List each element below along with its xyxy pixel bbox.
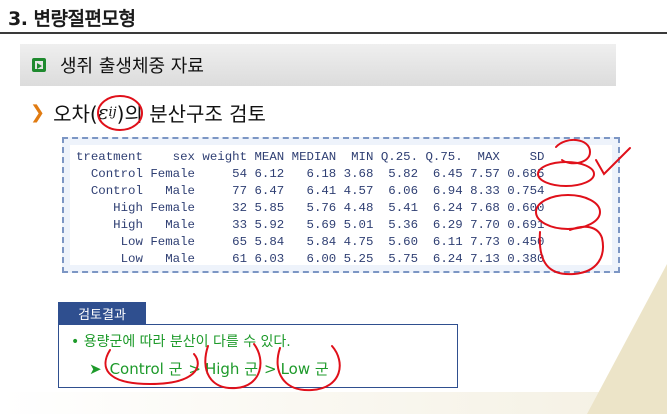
table-row: Low Male 61 6.03 6.00 5.25 5.75 6.24 7.1… [76, 252, 545, 266]
play-square-icon [32, 58, 46, 72]
table-row: Low Female 65 5.84 5.84 4.75 5.60 6.11 7… [76, 235, 545, 249]
annotation-circle-rank-control [104, 349, 199, 386]
table-row: High Male 33 5.92 5.69 5.01 5.36 6.29 7.… [76, 218, 545, 232]
variance-ranking: ➤ Control 군 > High 군 > Low 군 [89, 358, 331, 379]
section-header: 생쥐 출생체중 자료 [20, 44, 616, 86]
epsilon-subscript: ij [108, 104, 117, 120]
table-row: Control Female 54 6.12 6.18 3.68 5.82 6.… [76, 167, 545, 181]
summary-table-frame: treatment sex weight MEAN MEDIAN MIN Q.2… [62, 137, 620, 273]
footer-decoration [0, 392, 667, 414]
result-bullet: • 용량군에 따라 분산이 다를 수 있다. [71, 334, 291, 350]
epsilon-symbol: ε [97, 100, 109, 124]
corner-decoration [587, 264, 667, 414]
section-title: 생쥐 출생체중 자료 [60, 56, 204, 77]
rank-low: Low 군 [280, 360, 329, 378]
chevron-right-icon: ❯ [30, 101, 46, 123]
annotation-circle-epsilon [97, 95, 143, 131]
summary-table: treatment sex weight MEAN MEDIAN MIN Q.2… [70, 145, 612, 268]
annotation-circle-control [537, 161, 595, 187]
table-header-row: treatment sex weight MEAN MEDIAN MIN Q.2… [76, 150, 545, 164]
rank-control: Control 군 [109, 360, 183, 378]
result-box: • 용량군에 따라 분산이 다를 수 있다. ➤ Control 군 > Hig… [58, 324, 458, 388]
annotation-circle-rank-low [276, 345, 341, 392]
annotation-circle-sd [555, 139, 592, 165]
summary-table-text: treatment sex weight MEAN MEDIAN MIN Q.2… [76, 149, 544, 268]
subheading-prefix: 오차( [53, 101, 98, 126]
page-title: 3. 변량절편모형 [8, 8, 136, 30]
table-row: Control Male 77 6.47 6.41 4.57 6.06 6.94… [76, 184, 545, 198]
result-tag: 검토결과 [58, 302, 146, 324]
subheading: ❯ 오차( ε ij )의 분산구조 검토 [30, 96, 266, 128]
rank-separator: > [264, 359, 277, 378]
annotation-circle-high [535, 194, 601, 230]
annotation-circle-rank-high [204, 343, 262, 390]
annotation-check-mark [595, 147, 631, 176]
arrow-bullet-icon: ➤ [89, 359, 102, 378]
title-divider [0, 32, 667, 34]
annotation-circle-low [538, 225, 604, 276]
rank-high: High 군 [204, 360, 258, 378]
